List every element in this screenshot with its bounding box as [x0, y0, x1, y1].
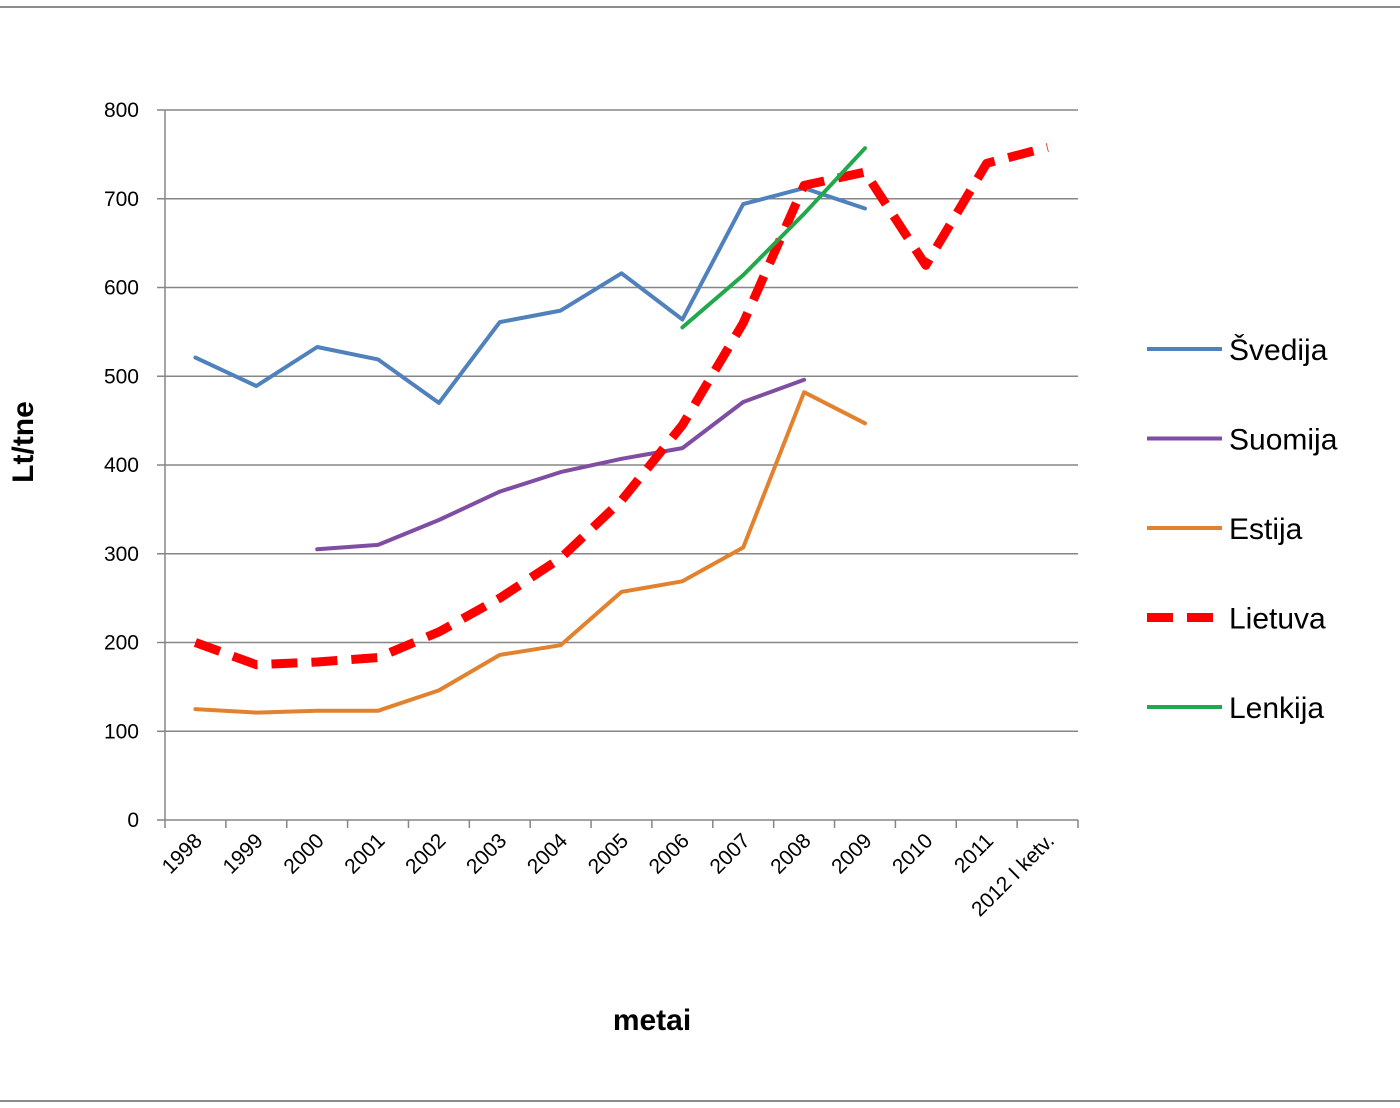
y-tick-label: 200: [104, 632, 139, 655]
y-tick-label: 400: [104, 454, 139, 477]
y-tick-label: 600: [104, 277, 139, 300]
x-tick-label: 2009: [827, 829, 876, 878]
x-tick-label: 2003: [462, 829, 511, 878]
x-tick-label: 2004: [523, 829, 573, 879]
legend-label: Lenkija: [1229, 692, 1324, 725]
series-line-estija: [193, 390, 867, 715]
legend-label: Estija: [1229, 513, 1303, 546]
x-tick-labels: 1998 1999 2000 2001 2002 2003 2004 2005 2006 2007…: [158, 829, 1059, 921]
bottom-border: [0, 1100, 1400, 1102]
x-tick-label: 2001: [340, 829, 389, 878]
legend: Švedija Suomija Estija Lietuva Lenkija: [1147, 333, 1338, 725]
top-border: [0, 6, 1400, 8]
y-tick-label: 300: [104, 543, 139, 566]
series-lines: [193, 142, 1049, 715]
x-tick-label: 2011: [950, 829, 998, 877]
x-axis-title: metai: [613, 1004, 691, 1037]
x-tick-label: 2002: [401, 829, 450, 878]
y-tick-label: 800: [104, 99, 139, 122]
series-line-švedija: [193, 186, 867, 405]
x-tick-label: 2007: [705, 829, 754, 878]
y-tick-label: 100: [104, 720, 139, 743]
x-tick-label: 1998: [158, 829, 207, 878]
series-line-lietuva: [193, 142, 1049, 670]
series-line-lenkija: [680, 146, 867, 330]
y-axis-title: Lt/tne: [7, 401, 40, 483]
axes: [157, 109, 1079, 828]
y-tick-label: 700: [104, 188, 139, 211]
gridlines: [165, 109, 1078, 732]
legend-label: Lietuva: [1229, 603, 1326, 636]
x-tick-label: 1999: [219, 829, 268, 878]
x-tick-label: 2008: [766, 829, 815, 878]
y-tick-labels: 0 100 200 300 400 500 600 700 800: [104, 99, 139, 832]
y-tick-label: 0: [127, 809, 139, 832]
legend-label: Švedija: [1229, 333, 1328, 367]
series-line-suomija: [315, 377, 807, 552]
y-tick-label: 500: [104, 365, 139, 388]
x-tick-label: 2010: [888, 829, 937, 878]
x-tick-label: 2006: [645, 829, 694, 878]
legend-label: Suomija: [1229, 424, 1338, 457]
x-tick-label: 2000: [279, 829, 328, 878]
x-tick-label: 2005: [584, 829, 633, 878]
